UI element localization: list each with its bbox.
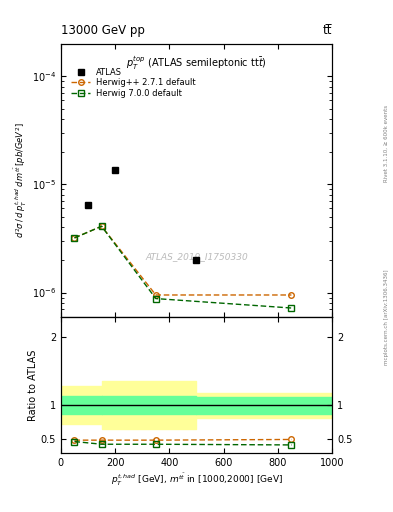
Herwig 7.0.0 default [289, 305, 294, 311]
Text: 13000 GeV pp: 13000 GeV pp [61, 24, 145, 37]
X-axis label: $p_T^{t,had}$ [GeV], $m^{t\bar{t}}$ in [1000,2000] [GeV]: $p_T^{t,had}$ [GeV], $m^{t\bar{t}}$ in [… [110, 472, 283, 488]
Text: $p_T^{top}$ (ATLAS semileptonic tt$\bar{t}$): $p_T^{top}$ (ATLAS semileptonic tt$\bar{… [126, 54, 267, 72]
Herwig++ 2.7.1 default [99, 223, 104, 229]
Herwig 7.0.0 default [99, 223, 104, 229]
Text: Rivet 3.1.10, ≥ 600k events: Rivet 3.1.10, ≥ 600k events [384, 105, 389, 182]
Legend: ATLAS, Herwig++ 2.7.1 default, Herwig 7.0.0 default: ATLAS, Herwig++ 2.7.1 default, Herwig 7.… [70, 67, 197, 99]
Line: ATLAS: ATLAS [85, 167, 281, 365]
Line: Herwig++ 2.7.1 default: Herwig++ 2.7.1 default [72, 223, 294, 298]
Herwig 7.0.0 default [72, 235, 77, 241]
ATLAS [113, 167, 118, 173]
Herwig 7.0.0 default [153, 295, 158, 302]
Line: Herwig 7.0.0 default: Herwig 7.0.0 default [72, 223, 294, 311]
ATLAS [194, 257, 199, 263]
ATLAS [86, 202, 90, 208]
Herwig++ 2.7.1 default [289, 292, 294, 298]
Y-axis label: $d^2\sigma\,/\,d\,p_T^{t,had}\,d\,m^{t\bar{t}}\,[pb/GeV^2]$: $d^2\sigma\,/\,d\,p_T^{t,had}\,d\,m^{t\b… [13, 122, 29, 238]
Text: tt̅: tt̅ [323, 24, 332, 37]
Text: mcplots.cern.ch [arXiv:1306.3436]: mcplots.cern.ch [arXiv:1306.3436] [384, 270, 389, 365]
Herwig++ 2.7.1 default [153, 292, 158, 298]
Text: ATLAS_2019_I1750330: ATLAS_2019_I1750330 [145, 252, 248, 261]
Y-axis label: Ratio to ATLAS: Ratio to ATLAS [28, 349, 38, 420]
ATLAS [275, 358, 280, 365]
Herwig++ 2.7.1 default [72, 235, 77, 241]
